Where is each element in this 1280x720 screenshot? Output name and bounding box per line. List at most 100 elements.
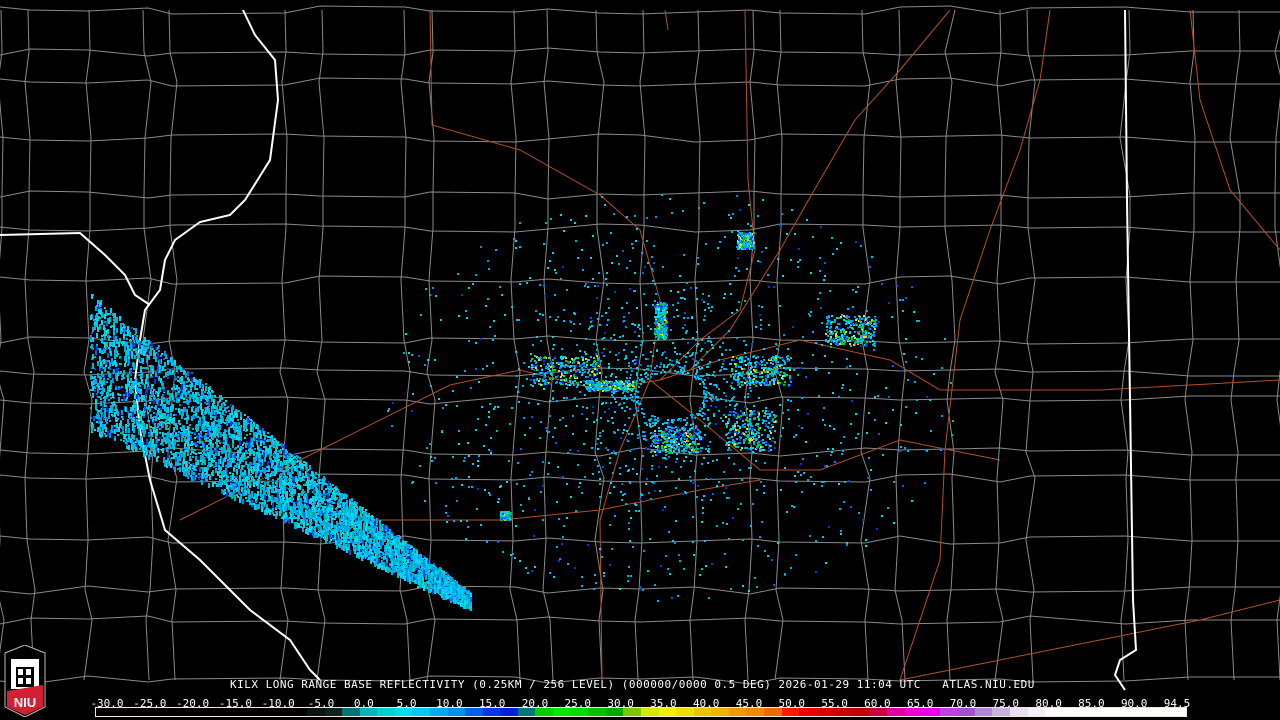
echo-pixel bbox=[374, 526, 376, 531]
echo-pixel bbox=[386, 530, 388, 535]
echo-pixel bbox=[288, 519, 290, 524]
echo-pixel bbox=[238, 489, 240, 494]
echo-pixel bbox=[212, 416, 214, 418]
echo-pixel bbox=[316, 483, 318, 485]
echo-pixel bbox=[166, 422, 168, 424]
echo-pixel bbox=[277, 468, 279, 470]
echo-pixel bbox=[279, 451, 281, 453]
echo-pixel bbox=[209, 386, 211, 388]
echo-pixel bbox=[182, 425, 184, 430]
echo-pixel bbox=[123, 338, 125, 340]
echo-pixel bbox=[330, 526, 332, 531]
echo-pixel bbox=[151, 376, 153, 378]
echo-pixel bbox=[341, 537, 343, 539]
echo-pixel bbox=[256, 481, 258, 486]
echo-pixel bbox=[109, 336, 111, 338]
echo-pixel bbox=[234, 487, 236, 489]
echo-pixel bbox=[122, 377, 124, 379]
echo-pixel bbox=[216, 406, 218, 411]
echo-pixel bbox=[271, 442, 273, 447]
echo-pixel bbox=[452, 582, 454, 584]
echo-pixel bbox=[244, 479, 246, 484]
echo-pixel bbox=[143, 452, 145, 457]
echo-pixel bbox=[374, 536, 376, 541]
echo-pixel bbox=[172, 418, 174, 423]
echo-pixel bbox=[372, 548, 374, 550]
echo-pixel bbox=[216, 483, 218, 485]
echo-pixel bbox=[100, 339, 102, 341]
echo-pixel bbox=[138, 440, 140, 445]
echo-pixel bbox=[341, 493, 343, 498]
state-border-illinois-west bbox=[133, 9, 321, 681]
echo-pixel bbox=[184, 418, 186, 420]
echo-pixel bbox=[351, 502, 353, 504]
echo-pixel bbox=[393, 551, 395, 553]
echo-pixel bbox=[177, 376, 179, 378]
echo-pixel bbox=[244, 470, 246, 475]
echo-pixel bbox=[469, 602, 471, 604]
echo-pixel bbox=[183, 370, 185, 375]
echo-pixel bbox=[91, 344, 93, 349]
echo-pixel bbox=[339, 503, 341, 508]
echo-pixel bbox=[245, 461, 247, 463]
echo-pixel bbox=[224, 407, 226, 409]
echo-pixel bbox=[379, 527, 381, 532]
echo-pixel bbox=[369, 516, 371, 518]
echo-pixel bbox=[441, 570, 443, 572]
echo-pixel bbox=[275, 449, 277, 454]
echo-pixel bbox=[152, 417, 154, 422]
echo-pixel bbox=[207, 452, 209, 454]
echo-pixel bbox=[300, 479, 302, 481]
echo-pixel bbox=[333, 511, 335, 516]
echo-pixel bbox=[317, 518, 319, 520]
echo-pixel bbox=[191, 441, 193, 446]
state-border-iowa-missouri bbox=[0, 231, 151, 306]
echo-pixel bbox=[282, 491, 284, 496]
echo-pixel bbox=[305, 493, 307, 498]
echo-pixel bbox=[403, 553, 405, 555]
echo-pixel bbox=[233, 488, 235, 493]
echo-pixel bbox=[227, 479, 229, 481]
echo-pixel bbox=[269, 436, 271, 438]
echo-pixel bbox=[200, 455, 202, 460]
echo-pixel bbox=[185, 461, 187, 466]
echo-pixel bbox=[238, 436, 240, 441]
echo-pixel bbox=[243, 474, 245, 479]
echo-pixel bbox=[287, 466, 289, 471]
echo-pixel bbox=[178, 437, 180, 442]
echo-pixel bbox=[446, 594, 448, 599]
echo-pixel bbox=[187, 415, 189, 420]
echo-pixel bbox=[132, 405, 134, 410]
echo-pixel bbox=[227, 450, 229, 452]
echo-pixel bbox=[245, 463, 247, 465]
echo-pixel bbox=[411, 567, 413, 572]
echo-pixel bbox=[142, 443, 144, 445]
echo-pixel bbox=[408, 544, 410, 546]
echo-pixel bbox=[169, 396, 171, 401]
echo-pixel bbox=[348, 541, 350, 543]
echo-pixel bbox=[163, 458, 165, 463]
echo-pixel bbox=[115, 385, 117, 387]
echo-pixel bbox=[255, 476, 257, 478]
echo-pixel bbox=[187, 462, 189, 464]
echo-pixel bbox=[320, 494, 322, 496]
echo-pixel bbox=[106, 342, 108, 347]
echo-pixel bbox=[248, 469, 250, 474]
echo-pixel bbox=[249, 451, 251, 456]
echo-pixel bbox=[127, 425, 129, 427]
echo-pixel bbox=[98, 419, 100, 424]
echo-pixel bbox=[102, 403, 104, 408]
echo-pixel bbox=[331, 520, 333, 525]
echo-pixel bbox=[100, 310, 102, 315]
echo-pixel bbox=[240, 481, 242, 486]
echo-pixel bbox=[274, 438, 276, 440]
echo-pixel bbox=[111, 408, 113, 413]
echo-pixel bbox=[427, 570, 429, 572]
echo-pixel bbox=[156, 457, 158, 462]
echo-pixel bbox=[104, 413, 106, 418]
county-line bbox=[1025, 9, 1036, 681]
highway-line bbox=[664, 9, 669, 31]
echo-pixel bbox=[171, 453, 173, 455]
echo-pixel bbox=[137, 412, 139, 414]
echo-pixel bbox=[185, 435, 187, 437]
